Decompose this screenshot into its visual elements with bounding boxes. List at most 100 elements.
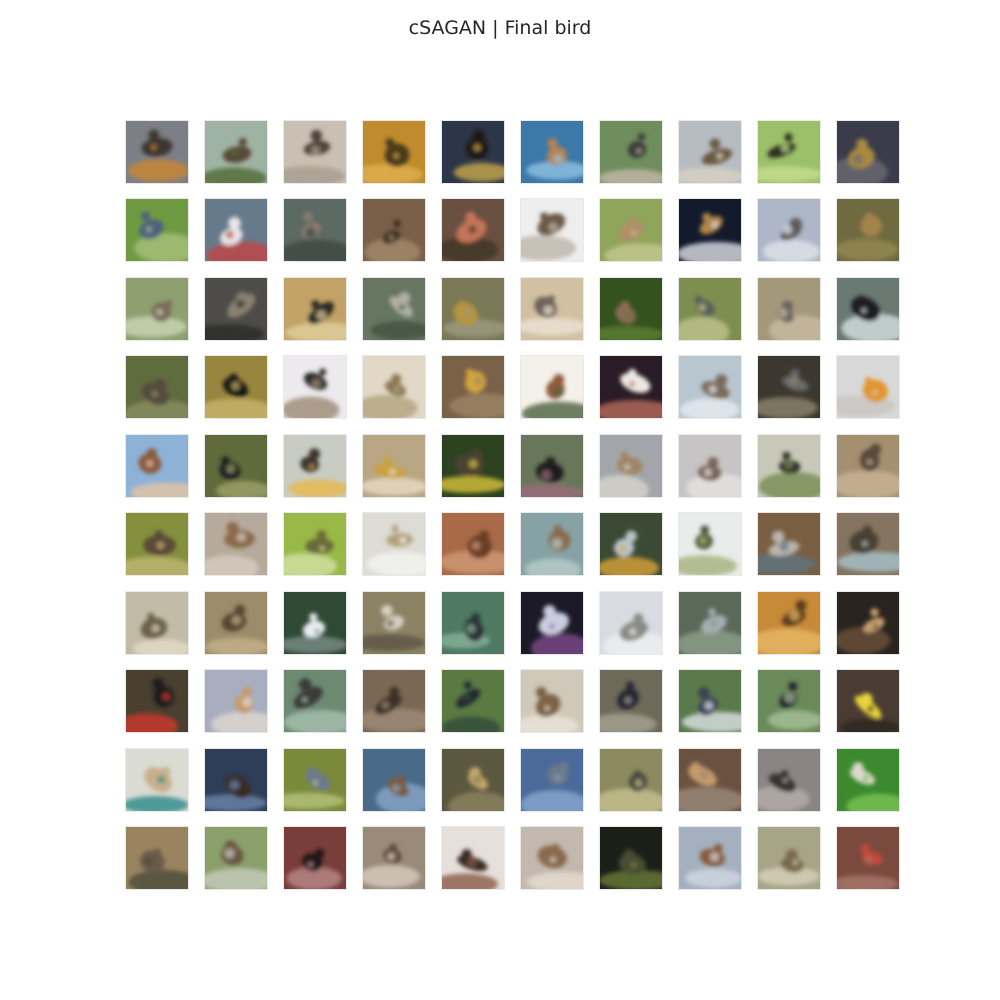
bird-sample-tile bbox=[441, 826, 505, 890]
bird-sample-tile bbox=[520, 198, 584, 262]
bird-sample-tile bbox=[678, 434, 742, 498]
bird-sample-tile bbox=[836, 512, 900, 576]
bird-sample-tile bbox=[362, 355, 426, 419]
bird-sample-tile bbox=[520, 512, 584, 576]
bird-sample-tile bbox=[599, 512, 663, 576]
bird-sample-tile bbox=[283, 826, 347, 890]
bird-sample-tile bbox=[441, 198, 505, 262]
bird-sample-tile bbox=[757, 355, 821, 419]
bird-sample-tile bbox=[125, 198, 189, 262]
bird-sample-tile bbox=[204, 434, 268, 498]
bird-sample-tile bbox=[125, 669, 189, 733]
bird-sample-tile bbox=[204, 669, 268, 733]
bird-sample-tile bbox=[836, 748, 900, 812]
bird-sample-tile bbox=[441, 512, 505, 576]
bird-sample-tile bbox=[283, 120, 347, 184]
bird-sample-tile bbox=[283, 512, 347, 576]
bird-sample-tile bbox=[125, 748, 189, 812]
bird-sample-tile bbox=[757, 277, 821, 341]
bird-sample-tile bbox=[520, 748, 584, 812]
bird-sample-tile bbox=[441, 434, 505, 498]
bird-sample-tile bbox=[678, 512, 742, 576]
bird-sample-tile bbox=[362, 669, 426, 733]
bird-sample-tile bbox=[678, 826, 742, 890]
bird-sample-tile bbox=[836, 277, 900, 341]
bird-sample-tile bbox=[204, 512, 268, 576]
bird-sample-tile bbox=[599, 198, 663, 262]
bird-sample-tile bbox=[283, 669, 347, 733]
bird-sample-tile bbox=[125, 512, 189, 576]
bird-sample-tile bbox=[204, 277, 268, 341]
bird-sample-tile bbox=[520, 120, 584, 184]
bird-sample-tile bbox=[836, 826, 900, 890]
bird-sample-tile bbox=[441, 669, 505, 733]
bird-sample-tile bbox=[441, 355, 505, 419]
bird-sample-tile bbox=[836, 669, 900, 733]
bird-sample-tile bbox=[599, 355, 663, 419]
bird-sample-tile bbox=[362, 434, 426, 498]
bird-sample-tile bbox=[362, 748, 426, 812]
bird-sample-tile bbox=[599, 434, 663, 498]
bird-sample-tile bbox=[757, 591, 821, 655]
bird-sample-tile bbox=[520, 826, 584, 890]
bird-sample-tile bbox=[362, 826, 426, 890]
bird-sample-tile bbox=[441, 277, 505, 341]
bird-sample-tile bbox=[520, 434, 584, 498]
sample-grid bbox=[124, 119, 903, 891]
bird-sample-tile bbox=[678, 748, 742, 812]
bird-sample-tile bbox=[757, 120, 821, 184]
figure-title: cSAGAN | Final bird bbox=[408, 17, 592, 39]
bird-sample-tile bbox=[836, 120, 900, 184]
bird-sample-tile bbox=[362, 512, 426, 576]
bird-sample-tile bbox=[678, 355, 742, 419]
bird-sample-tile bbox=[441, 591, 505, 655]
bird-sample-tile bbox=[362, 277, 426, 341]
bird-sample-tile bbox=[757, 748, 821, 812]
bird-sample-tile bbox=[283, 591, 347, 655]
bird-sample-tile bbox=[283, 434, 347, 498]
bird-sample-tile bbox=[757, 512, 821, 576]
bird-sample-tile bbox=[362, 198, 426, 262]
bird-sample-tile bbox=[520, 355, 584, 419]
bird-sample-tile bbox=[520, 669, 584, 733]
bird-sample-tile bbox=[125, 434, 189, 498]
bird-sample-tile bbox=[204, 198, 268, 262]
bird-sample-tile bbox=[204, 748, 268, 812]
bird-sample-tile bbox=[599, 748, 663, 812]
bird-sample-tile bbox=[125, 355, 189, 419]
bird-sample-tile bbox=[441, 120, 505, 184]
bird-sample-tile bbox=[204, 120, 268, 184]
bird-sample-tile bbox=[441, 748, 505, 812]
bird-sample-tile bbox=[678, 120, 742, 184]
bird-sample-tile bbox=[678, 591, 742, 655]
bird-sample-tile bbox=[125, 826, 189, 890]
bird-sample-tile bbox=[757, 669, 821, 733]
bird-sample-tile bbox=[836, 198, 900, 262]
bird-sample-tile bbox=[757, 826, 821, 890]
bird-sample-tile bbox=[283, 355, 347, 419]
bird-sample-tile bbox=[362, 591, 426, 655]
bird-sample-tile bbox=[204, 355, 268, 419]
bird-sample-tile bbox=[125, 277, 189, 341]
bird-sample-tile bbox=[204, 826, 268, 890]
bird-sample-tile bbox=[678, 198, 742, 262]
bird-sample-tile bbox=[678, 277, 742, 341]
bird-sample-tile bbox=[520, 277, 584, 341]
bird-sample-tile bbox=[678, 669, 742, 733]
bird-sample-tile bbox=[204, 591, 268, 655]
bird-sample-tile bbox=[599, 277, 663, 341]
bird-sample-tile bbox=[125, 591, 189, 655]
bird-sample-tile bbox=[836, 591, 900, 655]
bird-sample-tile bbox=[520, 591, 584, 655]
bird-sample-tile bbox=[757, 198, 821, 262]
bird-sample-tile bbox=[362, 120, 426, 184]
bird-sample-tile bbox=[283, 277, 347, 341]
bird-sample-tile bbox=[283, 748, 347, 812]
bird-sample-tile bbox=[599, 669, 663, 733]
bird-sample-tile bbox=[599, 826, 663, 890]
bird-sample-tile bbox=[599, 120, 663, 184]
bird-sample-tile bbox=[599, 591, 663, 655]
bird-sample-tile bbox=[283, 198, 347, 262]
bird-sample-tile bbox=[836, 434, 900, 498]
bird-sample-tile bbox=[757, 434, 821, 498]
